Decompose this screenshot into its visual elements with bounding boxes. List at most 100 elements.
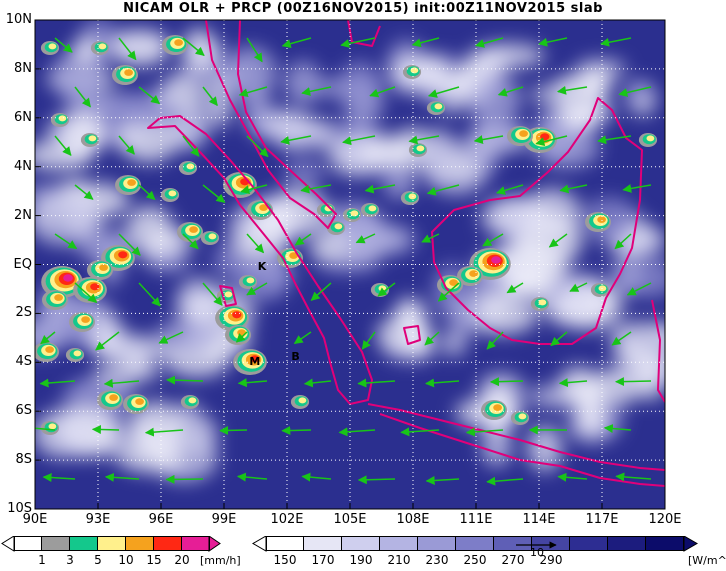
colorbar-segment [98,536,126,551]
rain-cell [48,43,57,50]
wind-vector [614,377,652,387]
lon-label: 114E [522,512,556,527]
wind-vector [377,282,396,297]
wind-vector [475,37,504,48]
small-islands [219,285,237,307]
rain-cell [98,43,107,50]
wind-vector [104,472,140,482]
lon-label: 120E [648,512,682,527]
wind-vector [54,233,78,250]
lat-label: EQ [13,256,32,272]
wind-vector [182,233,199,250]
wind-vector [559,184,588,194]
north-islands [347,20,381,47]
wind-vector [486,476,524,486]
wind-vector [357,378,396,388]
lat-label: 8S [15,452,32,468]
wind-vector [556,85,588,95]
wind-vector [144,427,184,437]
sumatra-coast [147,115,373,405]
lon-label: 111E [459,512,493,527]
wind-vector [369,86,396,98]
wind-vector [293,331,312,345]
sulawesi-edge [651,299,665,403]
rain-cell [259,204,268,211]
wind-vector [558,378,588,388]
cloud-field [35,20,665,482]
wind-vector [600,37,632,47]
place-label-b: B [291,350,300,364]
rain-cell [208,233,217,240]
lon-label: 117E [585,512,619,527]
rain-cell [469,270,478,277]
rain-cell [350,210,359,217]
lon-label: 99E [211,512,237,527]
lat-label: 4N [14,158,32,174]
wind-vector [138,184,156,201]
wind-vector [355,233,376,244]
rain-cell [88,135,97,142]
wind-vector [400,427,440,437]
colorbar-tick-label: 290 [539,553,563,567]
wind-vector [301,86,332,96]
wind-vector [138,86,161,105]
wind-vector [496,184,524,195]
wind-vector [437,282,460,302]
colorbar-segment [42,536,70,551]
java-coast [367,403,665,471]
wind-vector [338,427,376,437]
lon-label: 96E [148,512,174,527]
wind-vector [236,472,268,482]
bangka-island [403,325,421,345]
colorbar-tick-label: 210 [387,553,411,567]
rain-cell [174,39,183,46]
wind-vector [473,135,504,145]
colorbar-segment [418,536,456,551]
colorbar-segment [342,536,380,551]
lat-label: 10S [7,501,32,516]
wind-vector [538,37,568,47]
lat-label: 6N [14,109,32,125]
wind-vector [202,86,218,107]
wind-vector [569,282,588,292]
wind-vector [246,37,263,63]
rain-cell [368,205,377,212]
rain-cell [73,350,82,357]
rain-cell [168,190,177,197]
wind-vector [182,37,205,56]
wind-vector [550,331,568,347]
lat-label: 8N [14,60,32,76]
wind-vector [240,184,268,194]
wind-vector [557,472,588,482]
rain-cell [54,294,63,301]
wind-vector [281,426,312,436]
wind-vector [548,233,568,248]
rain-cell [646,135,655,142]
wind-vector [482,233,504,247]
lat-label: 4S [15,354,32,370]
colorbar-tick-label: 190 [349,553,373,567]
wind-vector [138,282,161,307]
rain-cell [493,404,502,411]
borneo-coast [431,97,643,345]
wind-vector [425,378,460,388]
place-label-k: K [257,259,267,273]
rain-cell [408,193,417,200]
wind-vector [424,331,440,346]
colorbar-tick-label: 1 [38,553,46,567]
colorbar-segment [70,536,98,551]
rain-cell [334,223,343,230]
colorbar-segment [304,536,342,551]
rain-cell [118,251,128,259]
wind-vector [535,135,568,147]
wind-vector [118,233,141,256]
colorbar-tick-label: 15 [146,553,162,567]
wind-vector [39,378,76,388]
wind-vector [618,86,652,97]
wind-vector [421,233,440,243]
rain-cell [416,145,425,152]
rain-cell [250,355,260,363]
colorbar-segment [570,536,608,551]
wind-vector [622,184,652,193]
wind-vector [301,472,332,482]
